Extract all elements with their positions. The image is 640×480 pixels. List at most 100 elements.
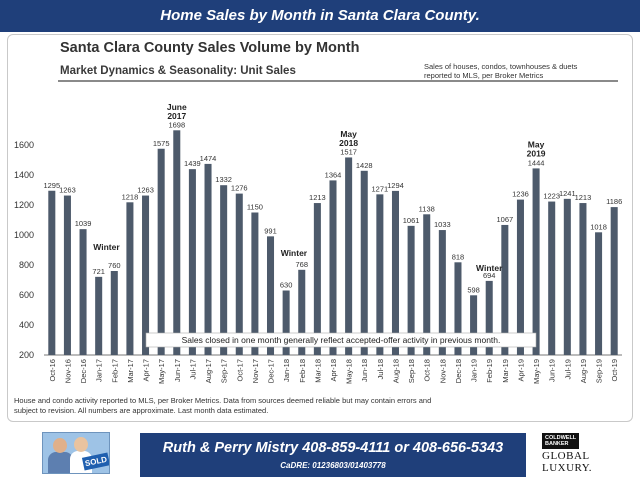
- bar: [595, 232, 603, 355]
- chart-subtitle: Market Dynamics & Seasonality: Unit Sale…: [60, 65, 296, 77]
- brokerage-logo-line1: GLOBAL: [542, 450, 590, 462]
- x-tick-label: Sep-18: [407, 359, 416, 383]
- chart-title: Santa Clara County Sales Volume by Month: [60, 40, 360, 56]
- bar: [579, 203, 587, 355]
- page-banner: Home Sales by Month in Santa Clara Count…: [0, 0, 640, 32]
- x-tick-label: Jul-19: [563, 359, 572, 379]
- bar-value-label: 1061: [403, 216, 420, 225]
- x-tick-label: Dec-16: [79, 359, 88, 383]
- bar-value-label: 1444: [528, 158, 545, 167]
- bar-value-label: 1263: [137, 186, 154, 195]
- bar-value-label: 1138: [419, 204, 435, 213]
- x-tick-label: Apr-17: [142, 359, 151, 382]
- x-tick-label: Sep-17: [220, 359, 229, 383]
- y-tick-label: 1400: [14, 170, 34, 180]
- bar: [157, 148, 165, 355]
- chart-source-note: Sales of houses, condos, townhouses & du…: [424, 62, 578, 80]
- bar: [470, 295, 478, 355]
- bar-value-label: 1186: [606, 197, 622, 206]
- chart-annotation: Winter: [93, 242, 120, 252]
- bar-value-label: 1698: [168, 120, 185, 129]
- bar-value-label: 768: [295, 260, 308, 269]
- bar: [126, 202, 134, 355]
- x-tick-label: Oct-16: [48, 359, 57, 382]
- bar-value-label: 1241: [559, 189, 576, 198]
- x-tick-label: Mar-18: [313, 359, 322, 383]
- bar: [282, 290, 290, 355]
- bar: [532, 168, 540, 355]
- bar-value-label: 1295: [43, 181, 60, 190]
- brokerage-logo-line2: LUXURY.: [542, 462, 593, 474]
- x-tick-label: Jul-17: [188, 359, 197, 379]
- footer-disclaimer: House and condo activity reported to MLS…: [14, 396, 432, 415]
- bar: [79, 229, 87, 355]
- x-tick-label: Jan-18: [282, 359, 291, 382]
- bar-value-label: 991: [264, 226, 277, 235]
- x-tick-label: Mar-17: [126, 359, 135, 383]
- callout-text: Sales closed in one month generally refl…: [182, 335, 501, 345]
- x-tick-label: Jan-17: [95, 359, 104, 382]
- x-tick-label: Oct-17: [235, 359, 244, 382]
- bar: [313, 203, 321, 355]
- chart-annotation: 2017: [167, 111, 186, 121]
- chart-annotation: 2018: [339, 138, 358, 148]
- license-number: CaDRE: 01236803/01403778: [280, 461, 386, 470]
- bar: [298, 269, 306, 355]
- x-tick-label: Oct-18: [423, 359, 432, 382]
- chart-annotation: May: [528, 139, 545, 149]
- bar-value-label: 818: [452, 252, 465, 261]
- bar: [110, 271, 118, 355]
- bar: [548, 201, 556, 355]
- callout-box: [145, 332, 537, 348]
- x-tick-label: Aug-18: [391, 359, 400, 383]
- chart-annotation: Winter: [281, 248, 308, 258]
- bar: [63, 195, 71, 355]
- brokerage-logo-box: COLDWELL BANKER: [542, 433, 580, 449]
- bar-value-label: 1517: [340, 147, 357, 156]
- agent-photo: SOLD: [42, 432, 110, 474]
- bar-value-label: 1067: [496, 215, 513, 224]
- x-tick-label: Feb-18: [298, 359, 307, 383]
- bar-value-label: 1218: [122, 192, 139, 201]
- y-tick-label: 600: [19, 290, 34, 300]
- x-tick-label: Feb-17: [110, 359, 119, 383]
- bar: [438, 230, 446, 355]
- bar-value-label: 1223: [543, 192, 560, 201]
- bar: [220, 185, 228, 355]
- bar: [360, 170, 368, 355]
- bar: [251, 212, 259, 355]
- agent-photo-head-left: [53, 438, 67, 453]
- x-tick-label: Apr-18: [329, 359, 338, 382]
- x-tick-label: Jan-19: [470, 359, 479, 382]
- bar: [563, 198, 571, 355]
- bar-value-label: 630: [280, 281, 293, 290]
- y-tick-label: 400: [19, 320, 34, 330]
- y-tick-label: 1600: [14, 140, 34, 150]
- bar: [376, 194, 384, 355]
- x-tick-label: May-19: [532, 359, 541, 384]
- y-tick-label: 1000: [14, 230, 34, 240]
- bar: [454, 262, 462, 355]
- bar: [329, 180, 337, 355]
- x-tick-label: Nov-17: [251, 359, 260, 383]
- bar-value-label: 598: [467, 285, 480, 294]
- x-tick-label: Aug-17: [204, 359, 213, 383]
- bar: [516, 199, 524, 355]
- bar-value-label: 1271: [372, 184, 389, 193]
- chart-annotation: Winter: [476, 263, 503, 273]
- bar: [142, 195, 150, 355]
- x-tick-label: Nov-16: [63, 359, 72, 383]
- bar-value-label: 721: [92, 267, 105, 276]
- contact-bar: Ruth & Perry Mistry 408-859-4111 or 408-…: [140, 433, 526, 477]
- bar: [204, 163, 212, 355]
- header-divider: [58, 80, 618, 82]
- bar-value-label: 1018: [590, 222, 607, 231]
- x-tick-label: Apr-19: [516, 359, 525, 382]
- x-tick-label: Sep-19: [595, 359, 604, 383]
- bar-value-label: 1439: [184, 159, 201, 168]
- brokerage-logo: COLDWELL BANKER GLOBAL LUXURY.: [540, 432, 632, 476]
- chart-annotation: 2019: [527, 148, 546, 158]
- chart-annotation: June: [167, 102, 187, 112]
- bar-value-label: 1039: [75, 219, 92, 228]
